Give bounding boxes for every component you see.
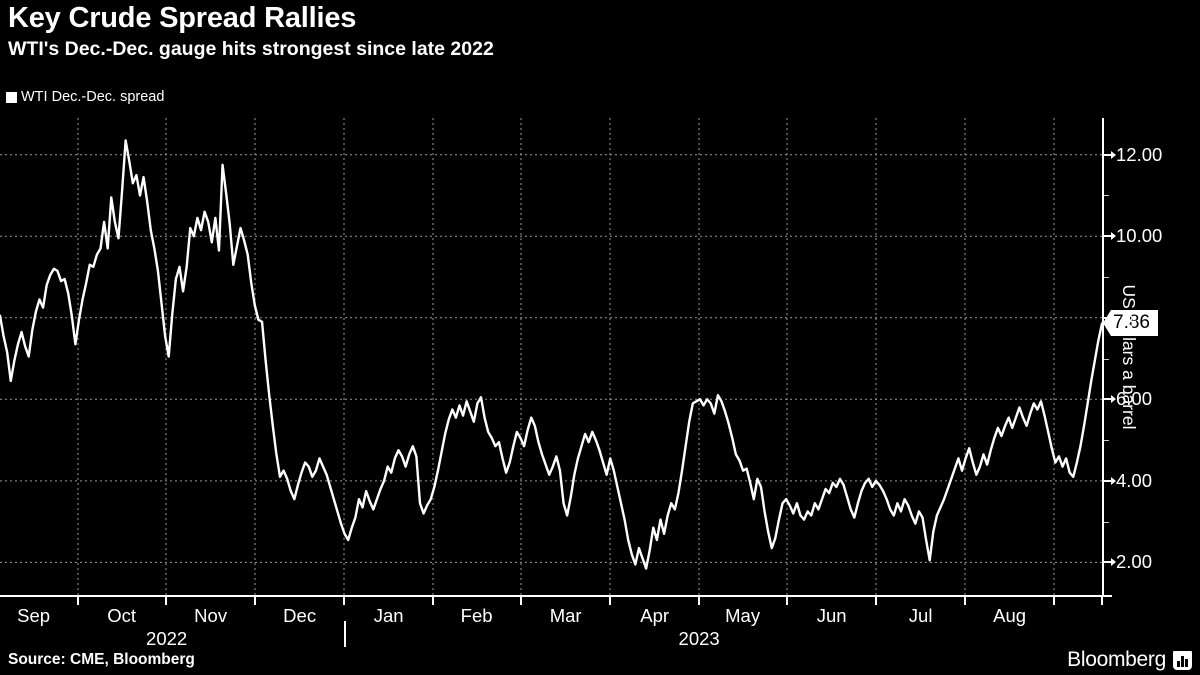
y-axis-tick (1104, 153, 1112, 156)
plot-area (0, 118, 1102, 595)
x-axis-year-label: 2022 (146, 628, 188, 649)
x-axis-label: Dec (283, 605, 317, 626)
x-axis-year-separator (344, 621, 347, 647)
y-axis-tick-arrow-icon (1111, 150, 1116, 159)
y-axis-label: 4.00 (1116, 469, 1153, 491)
x-axis-tick (520, 597, 522, 605)
chart-legend: WTI Dec.-Dec. spread (6, 89, 164, 105)
y-axis-tick-arrow-icon (1111, 232, 1116, 241)
y-axis-minor-tick (1104, 521, 1109, 523)
x-axis-label: Apr (640, 605, 670, 626)
bloomberg-logo-icon (1173, 650, 1192, 670)
y-axis-tick-arrow-icon (1111, 395, 1116, 404)
chart-footer: Source: CME, Bloomberg Bloomberg (0, 648, 1200, 675)
source-note: Source: CME, Bloomberg (8, 651, 195, 668)
x-axis-tick (698, 597, 700, 605)
y-axis-tick (1104, 235, 1112, 238)
bloomberg-brand: Bloomberg (1067, 648, 1192, 672)
y-axis-tick (1104, 479, 1112, 482)
x-axis-tick (254, 597, 256, 605)
legend-item-label: WTI Dec.-Dec. spread (21, 89, 165, 105)
series-line-wti-dec-dec (0, 139, 1102, 570)
y-axis-label: 6.00 (1116, 388, 1153, 410)
y-axis-minor-tick (1104, 440, 1109, 442)
x-axis-tick (786, 597, 788, 605)
x-axis-tick (1053, 597, 1055, 605)
chart-subtitle: WTI's Dec.-Dec. gauge hits strongest sin… (8, 38, 494, 60)
x-axis-tick (77, 597, 79, 605)
x-axis-label: Nov (194, 605, 228, 626)
x-axis-label: Sep (17, 605, 51, 626)
y-axis-tick-arrow-icon (1111, 558, 1116, 567)
y-axis-minor-tick (1104, 358, 1109, 360)
x-axis-tick (1101, 597, 1103, 605)
x-axis-label: Jan (373, 605, 404, 626)
x-axis-label: Oct (107, 605, 137, 626)
y-axis-label: 12.00 (1116, 143, 1163, 165)
x-axis-label: Aug (993, 605, 1027, 626)
x-axis-label: Feb (460, 605, 493, 626)
x-axis-tick (165, 597, 167, 605)
x-axis-tick (875, 597, 877, 605)
y-axis-label: 10.00 (1116, 225, 1163, 247)
chart-canvas (0, 118, 1102, 595)
y-axis-minor-tick (1104, 277, 1109, 278)
y-axis: 2.00 4.00 6.00 10.00 12.00 7.86 US dollars a… (1102, 118, 1200, 595)
brand-wordmark: Bloomberg (1067, 648, 1166, 671)
x-axis: Sep Oct Nov Dec Jan Feb Mar Apr May Jun Jul Aug 2022… (0, 595, 1112, 655)
horizontal-gridlines (0, 154, 1102, 563)
x-axis-spine (0, 595, 1112, 597)
x-axis-label: Jul (908, 605, 933, 626)
callout-arrow-icon (1103, 310, 1111, 337)
x-axis-tick (432, 597, 434, 605)
x-axis-tick (609, 597, 611, 605)
y-axis-tick (1104, 398, 1112, 401)
y-axis-minor-tick (1104, 195, 1109, 197)
chart-header: Key Crude Spread Rallies WTI's Dec.-Dec.… (8, 2, 1188, 62)
x-axis-year-label: 2023 (678, 628, 720, 649)
x-axis-label: Jun (816, 605, 847, 626)
y-axis-tick (1104, 561, 1112, 564)
x-axis-label: May (725, 605, 761, 626)
x-axis-tick (343, 597, 345, 605)
x-axis-tick (964, 597, 966, 605)
vertical-gridlines (77, 118, 1055, 595)
y-axis-tick-arrow-icon (1111, 476, 1116, 485)
last-value-callout: 7.86 (1103, 310, 1158, 337)
callout-value: 7.86 (1111, 310, 1158, 337)
x-axis-label: Mar (549, 605, 582, 626)
y-axis-title: US dollars a barrel (1119, 284, 1140, 429)
page-title: Key Crude Spread Rallies (8, 2, 357, 34)
y-axis-spine (1102, 118, 1104, 595)
y-axis-label: 2.00 (1116, 551, 1153, 573)
legend-swatch-icon (6, 91, 17, 103)
